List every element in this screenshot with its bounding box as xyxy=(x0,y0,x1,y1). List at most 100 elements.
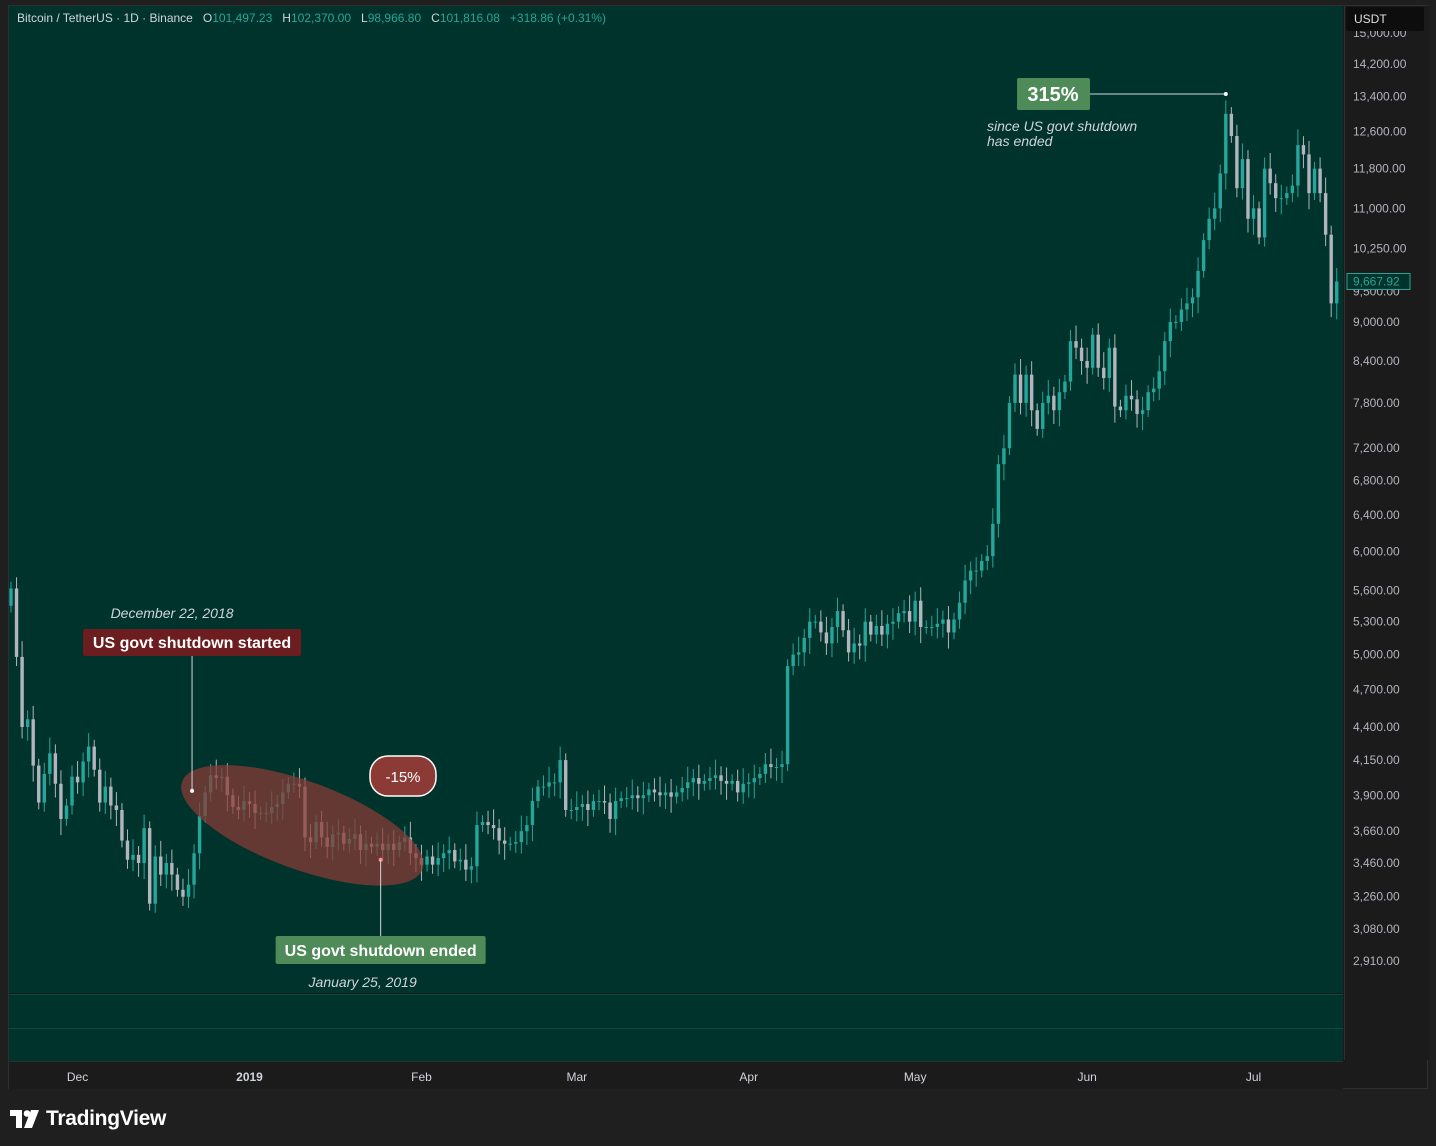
candle-body xyxy=(480,821,485,826)
candle-body xyxy=(147,828,152,904)
high-label: H xyxy=(282,11,291,25)
candle xyxy=(525,816,529,845)
candle-body xyxy=(1335,281,1339,304)
candle xyxy=(1052,386,1056,424)
candle xyxy=(824,616,829,655)
candle xyxy=(1146,385,1150,418)
candle-body xyxy=(1063,381,1067,393)
price-tick-label: 6,800.00 xyxy=(1353,474,1400,488)
time-axis-labels: Dec 2019 Feb Mar Apr May Jun Jul xyxy=(67,1070,1261,1084)
price-axis[interactable]: 15,000.00 14,200.00 13,400.00 12,600.00 11,8… xyxy=(1344,6,1429,1060)
price-chart[interactable]: December 22, 2018 US govt shutdown starte… xyxy=(9,6,1343,993)
candle xyxy=(1174,315,1178,329)
candle-body xyxy=(1090,334,1095,368)
candle xyxy=(769,748,773,779)
drop-callout[interactable] xyxy=(369,755,437,797)
candle xyxy=(946,606,951,649)
candle-body xyxy=(991,523,995,557)
candle xyxy=(14,577,19,667)
candle-body xyxy=(985,556,989,561)
candle-body xyxy=(1157,371,1161,389)
gain-badge[interactable] xyxy=(1017,78,1090,110)
candle xyxy=(109,777,113,820)
candle xyxy=(552,773,557,797)
price-tick-label: 6,000.00 xyxy=(1353,544,1400,558)
candle xyxy=(436,842,440,877)
candle-body xyxy=(541,786,546,788)
candle xyxy=(120,803,124,848)
candle-body xyxy=(1107,347,1112,379)
candle xyxy=(447,836,451,870)
tradingview-logo[interactable]: TradingView xyxy=(10,1104,166,1134)
symbol-title[interactable]: Bitcoin / TetherUS · 1D · Binance xyxy=(17,11,193,25)
indicator-pane-1[interactable] xyxy=(9,994,1343,1028)
candle-body xyxy=(131,854,135,860)
candle-body xyxy=(802,637,806,653)
candle-body xyxy=(1163,341,1167,372)
candle-body xyxy=(919,600,923,628)
candle xyxy=(863,608,867,662)
start-badge[interactable] xyxy=(83,629,302,656)
candle-body xyxy=(1029,374,1034,411)
candle-body xyxy=(869,621,873,635)
price-tick-label: 3,660.00 xyxy=(1353,824,1400,838)
candle-body xyxy=(957,602,962,620)
candle-body xyxy=(181,889,185,897)
candle-body xyxy=(114,805,119,810)
gain-note-line-2: has ended xyxy=(987,133,1054,149)
candle-body xyxy=(930,627,934,629)
candle xyxy=(508,836,512,851)
candle-body xyxy=(120,809,124,841)
candle xyxy=(625,786,629,808)
time-axis[interactable]: Dec 2019 Feb Mar Apr May Jun Jul xyxy=(9,1061,1343,1089)
candle xyxy=(175,867,180,897)
candle xyxy=(1329,225,1333,318)
candle xyxy=(541,775,546,796)
candle-body xyxy=(674,792,679,797)
candle-body xyxy=(1279,198,1283,200)
price-pane[interactable]: December 22, 2018 US govt shutdown starte… xyxy=(9,6,1343,993)
start-date-label: December 22, 2018 xyxy=(111,605,234,621)
symbol-legend[interactable]: Bitcoin / TetherUS · 1D · Binance O101,4… xyxy=(17,11,606,25)
candle xyxy=(458,848,463,871)
close-value: 101,816.08 xyxy=(439,11,500,25)
candle xyxy=(1246,150,1250,233)
indicator-pane-2[interactable] xyxy=(9,1028,1343,1061)
candle xyxy=(164,854,169,889)
time-tick-label: Jul xyxy=(1246,1070,1261,1084)
candle-body xyxy=(159,856,163,875)
candle xyxy=(1063,374,1067,399)
candle-body xyxy=(857,643,862,646)
candle-body xyxy=(519,831,524,843)
candle-body xyxy=(525,825,529,832)
candle-body xyxy=(747,782,751,784)
change-value: +318.86 (+0.31%) xyxy=(509,11,606,25)
candle-body xyxy=(863,621,867,646)
candle-body xyxy=(708,778,712,781)
end-badge[interactable] xyxy=(275,936,486,964)
candle-body xyxy=(491,825,496,829)
candle xyxy=(1135,390,1139,428)
candle xyxy=(425,849,429,872)
candle-body xyxy=(497,828,501,841)
candle xyxy=(1124,384,1128,420)
candle xyxy=(181,878,185,906)
candle xyxy=(647,782,651,803)
drop-range-ellipse[interactable] xyxy=(167,740,438,910)
candle xyxy=(1240,143,1245,200)
candle-body xyxy=(780,764,784,767)
candle xyxy=(59,770,63,836)
price-tick-label: 4,400.00 xyxy=(1353,720,1400,734)
candle-body xyxy=(1257,208,1261,238)
candle xyxy=(880,610,884,647)
currency-selector[interactable]: USDT xyxy=(1346,7,1424,31)
candle-body xyxy=(514,842,518,844)
candle xyxy=(564,753,568,817)
candle-body xyxy=(92,746,96,770)
candle-body xyxy=(441,853,446,859)
candle xyxy=(92,739,96,777)
candle xyxy=(724,767,729,800)
time-tick-label: Dec xyxy=(67,1070,88,1084)
candle-body xyxy=(769,764,773,767)
candle-body xyxy=(1268,168,1272,184)
